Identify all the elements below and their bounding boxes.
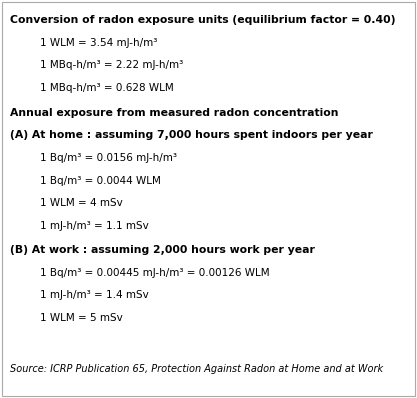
Text: (B) At work : assuming 2,000 hours work per year: (B) At work : assuming 2,000 hours work …	[10, 244, 315, 255]
Text: 1 MBq-h/m³ = 0.628 WLM: 1 MBq-h/m³ = 0.628 WLM	[40, 83, 173, 93]
Text: 1 Bq/m³ = 0.0156 mJ-h/m³: 1 Bq/m³ = 0.0156 mJ-h/m³	[40, 153, 177, 163]
Text: Conversion of radon exposure units (equilibrium factor = 0.40): Conversion of radon exposure units (equi…	[10, 15, 396, 25]
Text: 1 MBq-h/m³ = 2.22 mJ-h/m³: 1 MBq-h/m³ = 2.22 mJ-h/m³	[40, 60, 183, 70]
Text: 1 mJ-h/m³ = 1.1 mSv: 1 mJ-h/m³ = 1.1 mSv	[40, 220, 148, 231]
Text: Source: ICRP Publication 65, Protection Against Radon at Home and at Work: Source: ICRP Publication 65, Protection …	[10, 364, 384, 375]
Text: 1 WLM = 5 mSv: 1 WLM = 5 mSv	[40, 313, 122, 323]
Text: 1 WLM = 3.54 mJ-h/m³: 1 WLM = 3.54 mJ-h/m³	[40, 37, 157, 48]
Text: 1 Bq/m³ = 0.00445 mJ-h/m³ = 0.00126 WLM: 1 Bq/m³ = 0.00445 mJ-h/m³ = 0.00126 WLM	[40, 267, 269, 278]
Text: 1 mJ-h/m³ = 1.4 mSv: 1 mJ-h/m³ = 1.4 mSv	[40, 290, 148, 300]
Text: 1 Bq/m³ = 0.0044 WLM: 1 Bq/m³ = 0.0044 WLM	[40, 176, 161, 186]
Text: 1 WLM = 4 mSv: 1 WLM = 4 mSv	[40, 198, 122, 208]
Text: Annual exposure from measured radon concentration: Annual exposure from measured radon conc…	[10, 108, 339, 119]
Text: (A) At home : assuming 7,000 hours spent indoors per year: (A) At home : assuming 7,000 hours spent…	[10, 130, 373, 140]
